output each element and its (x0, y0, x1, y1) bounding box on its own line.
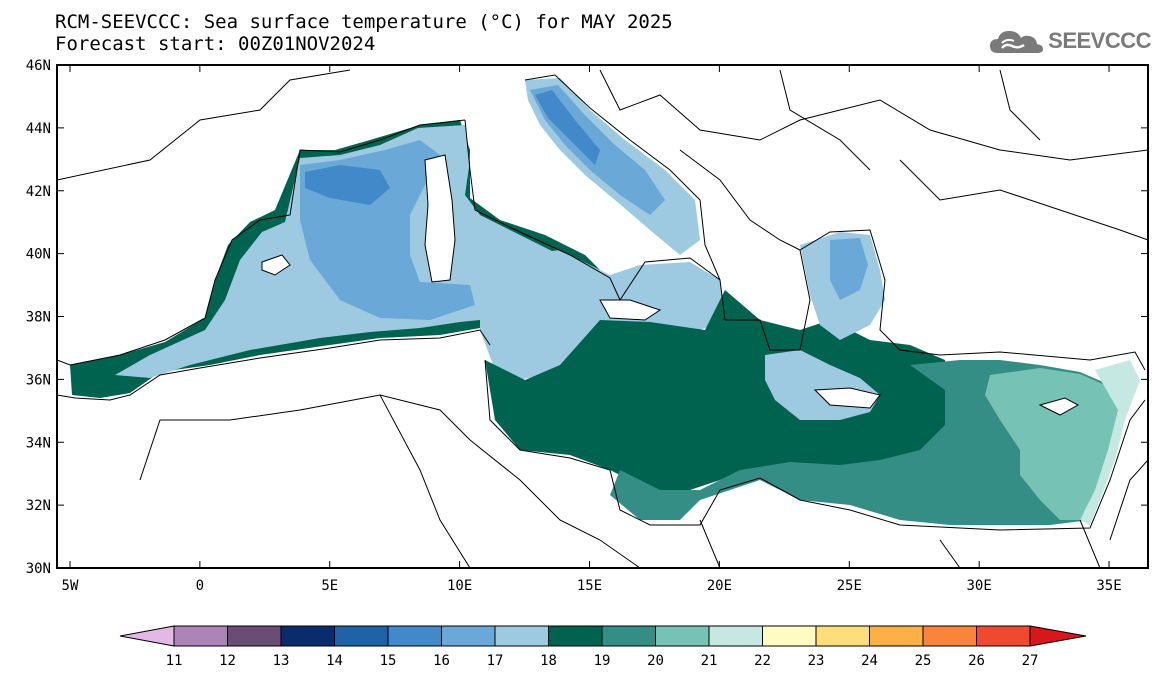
sst-18-ionian-west (480, 250, 725, 380)
colorbar-label: 12 (219, 653, 236, 669)
island-crete (813, 387, 881, 409)
sst-17-aegean-north (830, 238, 868, 300)
colorbar-bin (227, 625, 282, 647)
sst-16-lion-gulf (305, 165, 390, 205)
forecast-start-subtitle: Forecast start: 00Z01NOV2024 (55, 33, 376, 55)
colorbar-bin (815, 625, 870, 647)
lon-tick-label: 35E (1096, 578, 1121, 594)
colorbar-bin (441, 625, 496, 647)
sst-21-levantine-east (985, 368, 1120, 520)
colorbar-low-extend (119, 625, 175, 647)
sst-16-adriatic-north (535, 90, 600, 165)
colorbar-label: 13 (273, 653, 290, 669)
colorbar-label: 11 (166, 653, 183, 669)
colorbar-bin (548, 625, 603, 647)
lat-tick-label: 34N (26, 435, 51, 451)
lat-tick-label: 30N (26, 561, 51, 577)
coastlines (57, 69, 1148, 568)
colorbar-label: 24 (861, 653, 878, 669)
island-cyprus (1038, 397, 1080, 416)
colorbar-label: 23 (808, 653, 825, 669)
colorbar-bin (280, 625, 335, 647)
lat-tick-label: 32N (26, 498, 51, 514)
lat-tick-label: 46N (26, 58, 51, 74)
colorbar-label: 18 (540, 653, 557, 669)
seevccc-logo: SEEVCCC (988, 24, 1151, 58)
lon-tick-label: 30E (967, 578, 992, 594)
colorbar-bin (494, 625, 549, 647)
sst-22-coast (1080, 360, 1140, 525)
map-title: RCM-SEEVCCC: Sea surface temperature (°C… (55, 11, 673, 33)
colorbar-label: 17 (487, 653, 504, 669)
lon-tick-label: 25E (837, 578, 862, 594)
cloud-icon (990, 31, 1044, 53)
colorbar-bin (334, 625, 389, 647)
lat-tick-label: 40N (26, 247, 51, 263)
lat-tick-label: 42N (26, 184, 51, 200)
island-corsica-sardinia (424, 154, 456, 283)
lon-tick-label: 15E (577, 578, 602, 594)
colorbar-label: 22 (754, 653, 771, 669)
lat-tick-label: 44N (26, 121, 51, 137)
colorbar-bin (655, 625, 710, 647)
colorbar-label: 21 (701, 653, 718, 669)
colorbar-bin (173, 625, 228, 647)
colorbar-bin (387, 625, 442, 647)
longitude-axis: 5W 0 5E 10E 15E 20E 25E 30E 35E (62, 65, 1122, 594)
colorbar-bin (601, 625, 656, 647)
colorbar-bin (869, 625, 924, 647)
colorbar-bin (976, 625, 1031, 647)
colorbar-bin (708, 625, 763, 647)
lon-tick-label: 5E (321, 578, 338, 594)
island-mallorca (261, 254, 291, 276)
colorbar-bin (762, 625, 817, 647)
colorbar-label: 16 (433, 653, 450, 669)
colorbar-high-extend (1029, 625, 1087, 647)
logo-text: SEEVCCC (1048, 28, 1151, 53)
colorbar-label: 25 (915, 653, 932, 669)
colorbar-label: 14 (326, 653, 343, 669)
lat-tick-label: 38N (26, 310, 51, 326)
lon-tick-label: 5W (62, 578, 79, 594)
latitude-axis: 46N 44N 42N 40N 38N 36N 34N 32N 30N (26, 58, 1148, 577)
sst-19-central-med (485, 290, 960, 490)
lon-tick-label: 10E (447, 578, 472, 594)
lon-tick-label: 0 (196, 578, 204, 594)
island-sicily (599, 299, 662, 321)
sst-field (57, 69, 1148, 568)
colorbar-label: 20 (647, 653, 664, 669)
colorbar-label: 15 (380, 653, 397, 669)
lat-tick-label: 36N (26, 372, 51, 388)
colorbar-label: 26 (968, 653, 985, 669)
colorbar-label: 19 (594, 653, 611, 669)
colorbar-bin (922, 625, 977, 647)
colorbar: 11 12 13 14 15 16 17 18 19 20 21 22 23 24 25 26 27 (119, 625, 1087, 669)
colorbar-label: 27 (1022, 653, 1039, 669)
lon-tick-label: 20E (707, 578, 732, 594)
